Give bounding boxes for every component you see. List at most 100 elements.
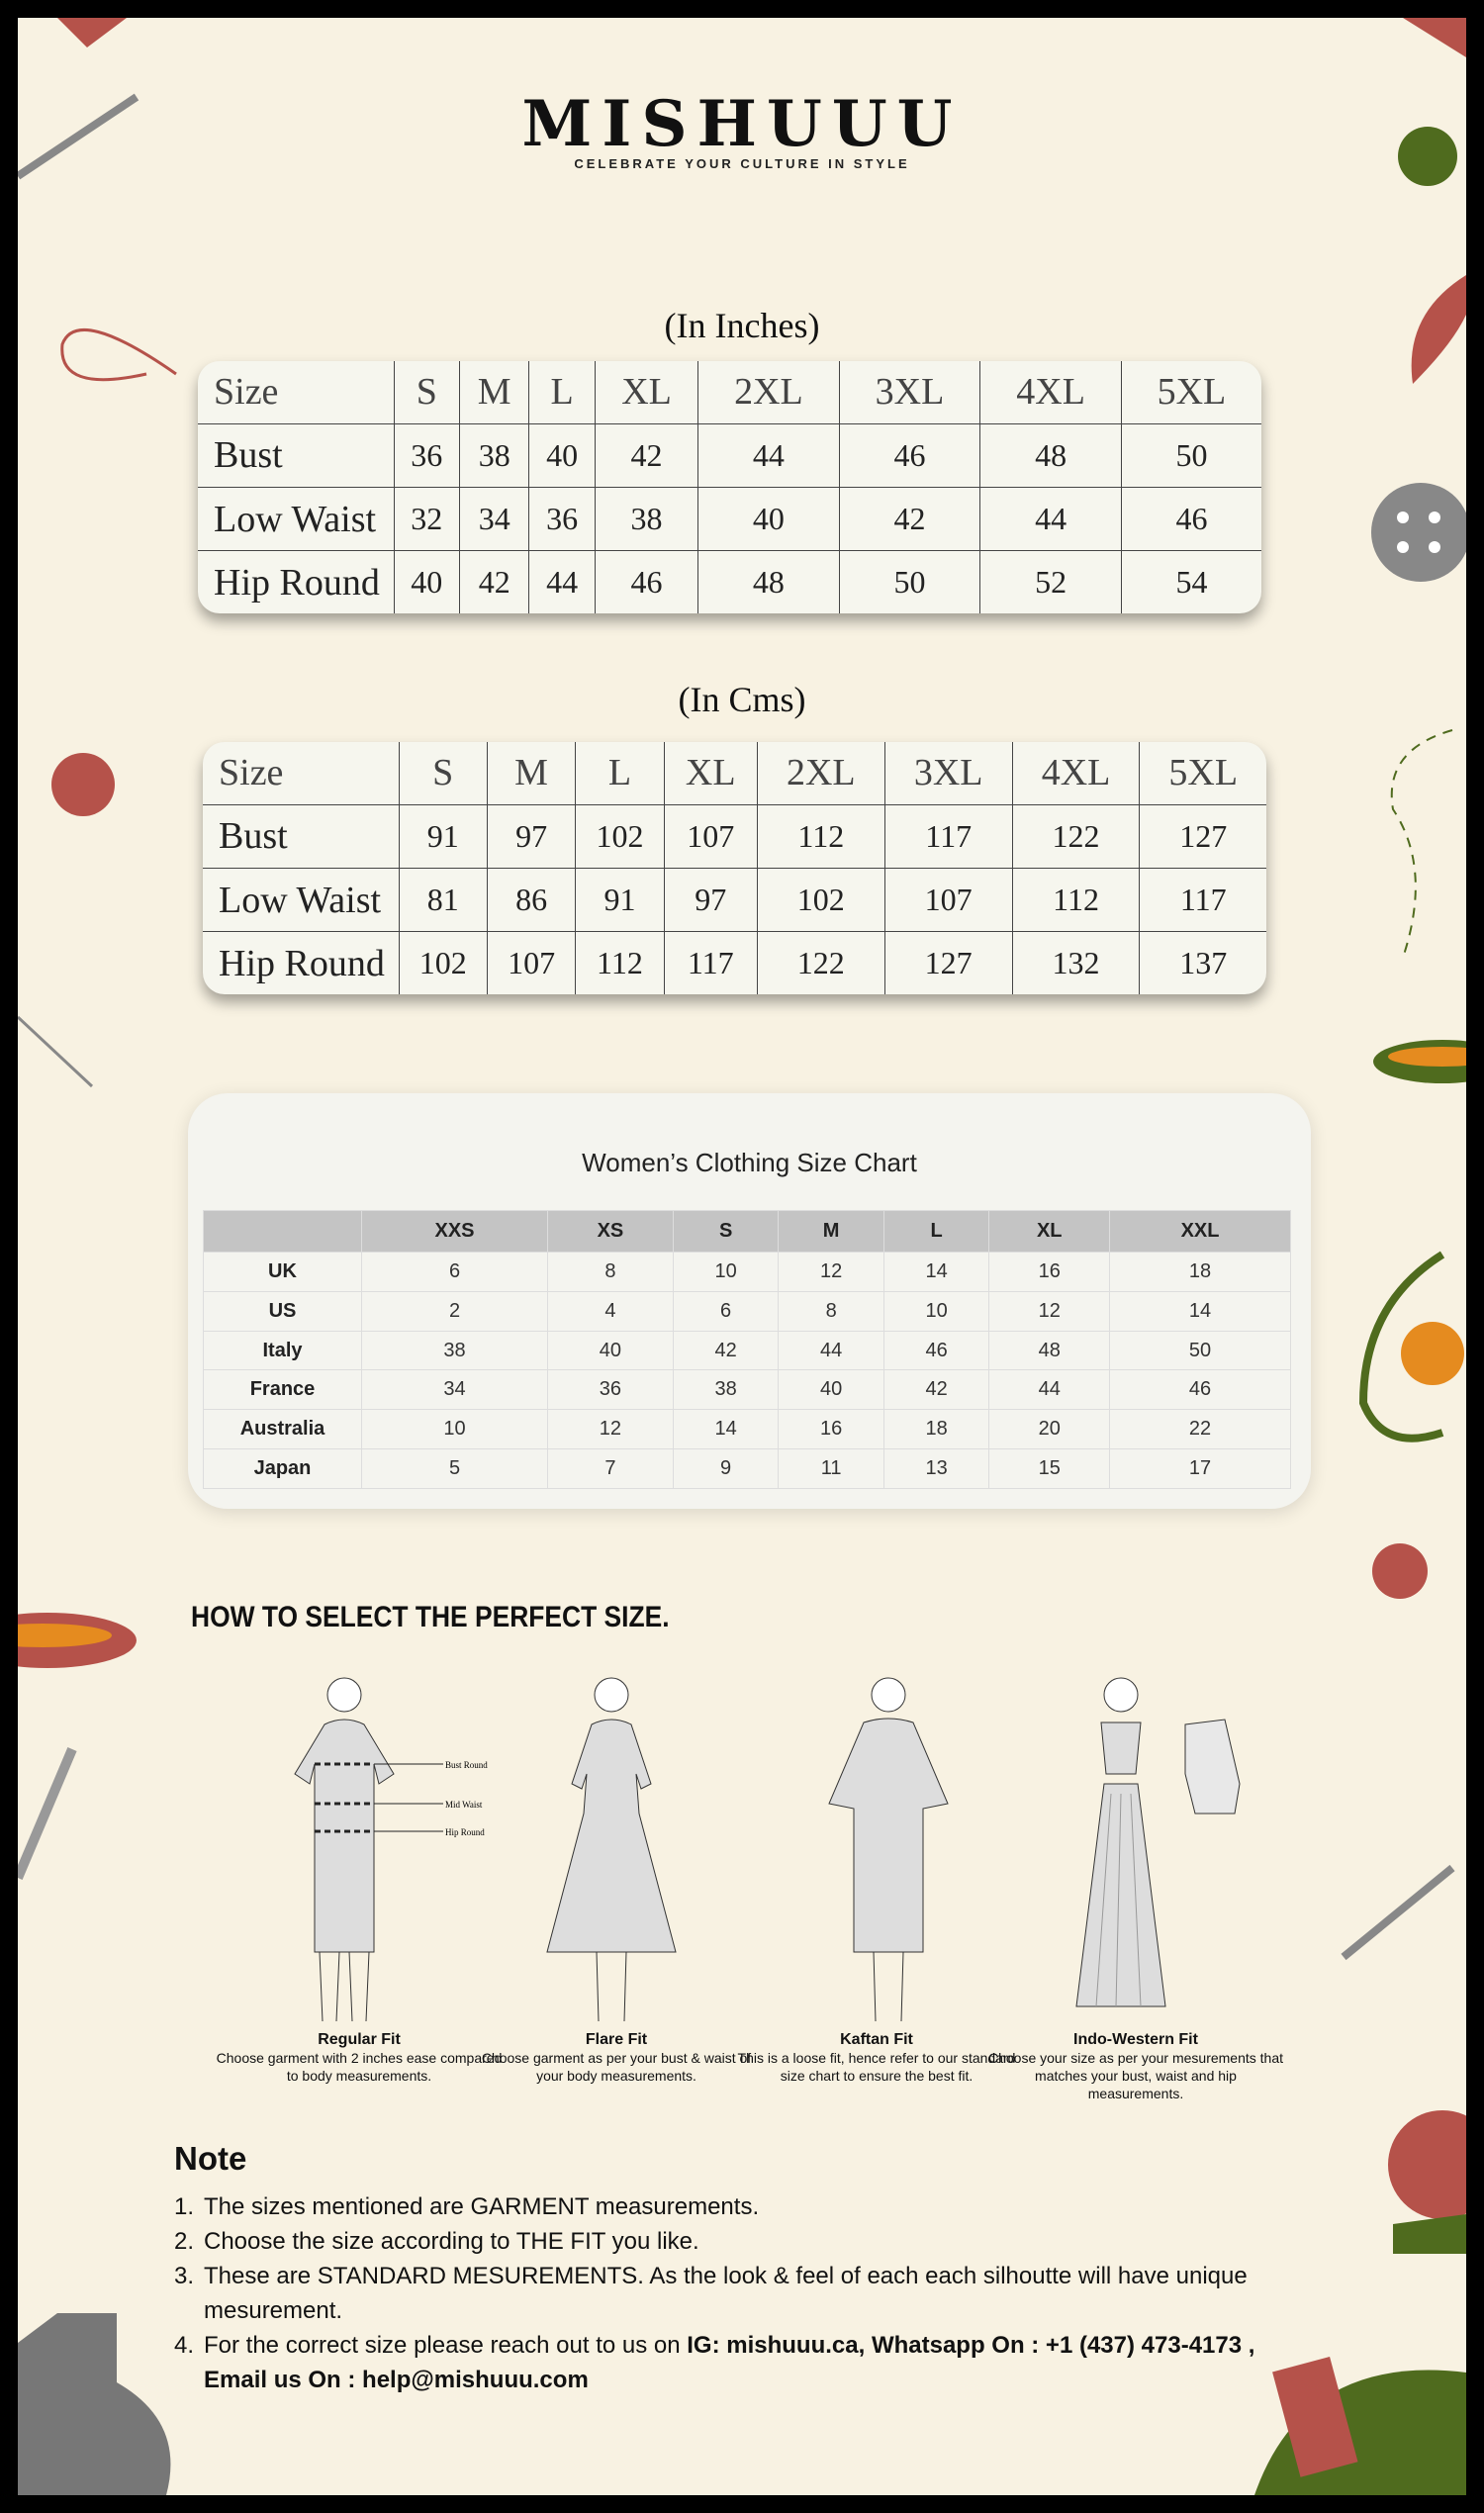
table-cell: 40 <box>547 1330 674 1371</box>
safety-pin-icon <box>1341 1864 1455 1961</box>
table-cell: 107 <box>663 803 758 869</box>
red-leaf-icon <box>1411 275 1466 384</box>
table-cell: 122 <box>1011 803 1141 869</box>
table-cell: 102 <box>756 867 885 933</box>
table-cell: 112 <box>756 803 885 869</box>
table-cell: 86 <box>486 867 577 933</box>
green-dot-icon <box>1398 127 1457 186</box>
table-row: Japan 5 7 9 11 13 15 17 <box>203 1448 1291 1489</box>
row-label: Hip Round <box>203 931 400 994</box>
table-cell: 36 <box>393 422 461 488</box>
thread-spool-icon <box>1272 2356 1358 2477</box>
table-cell: 46 <box>1109 1369 1291 1411</box>
table-cell: 4XL <box>979 361 1122 424</box>
table-cell: 40 <box>393 550 461 613</box>
fit-caption-indo-western: Indo-Western Fit Choose your size as per … <box>987 2031 1284 2101</box>
table-cell: 127 <box>1139 803 1266 869</box>
table-cell: XL <box>594 361 699 424</box>
table-cell: 5XL <box>1120 361 1261 424</box>
table-cell: 91 <box>398 803 488 869</box>
row-label: UK <box>203 1252 362 1292</box>
mannequin-icon <box>18 2313 171 2495</box>
table-cell: 40 <box>697 486 840 552</box>
note-item: 2. Choose the size according to THE FIT y… <box>174 2228 699 2255</box>
table-cell: 3XL <box>838 361 981 424</box>
table-cell: 12 <box>988 1290 1111 1332</box>
fit-caption-kaftan: Kaftan Fit This is a loose fit, hence ref… <box>737 2031 1016 2084</box>
table-row: Low Waist 81 86 91 97 102 107 112 117 <box>203 867 1266 933</box>
table-cell: 12 <box>547 1409 674 1450</box>
table-cell: 97 <box>663 867 758 933</box>
table-cell: 54 <box>1120 550 1261 613</box>
inches-table: Size S M L XL 2XL 3XL 4XL 5XL Bust 36 38 40 42 44 46 48 5… <box>198 361 1261 613</box>
table-cell: 15 <box>988 1448 1111 1489</box>
indo-western-fit-figure <box>1075 1677 1241 2007</box>
table-cell: 6 <box>361 1252 548 1292</box>
cms-table: Size S M L XL 2XL 3XL 4XL 5XL Bust 91 97 102 107 112 11… <box>203 742 1266 994</box>
table-cell: 42 <box>838 486 981 552</box>
fit-caption-flare: Flare Fit Choose garment as per your bust… <box>481 2031 752 2084</box>
table-cell: XXS <box>361 1210 548 1253</box>
table-cell: 122 <box>756 931 885 994</box>
table-cell: XS <box>547 1210 674 1253</box>
table-cell: 5 <box>361 1448 548 1489</box>
table-row: Italy 38 40 42 44 46 48 50 <box>203 1330 1291 1371</box>
orange-fruit-icon <box>1401 1322 1464 1385</box>
table-cell: 107 <box>883 867 1013 933</box>
table-cell: 48 <box>979 422 1122 488</box>
table-cell: 38 <box>459 422 530 488</box>
table-cell: 42 <box>594 422 699 488</box>
table-cell: 14 <box>672 1409 780 1450</box>
womens-size-table: XXS XS S M L XL XXL UK 6 8 10 12 14 16 18 US 2 4 6 8 10 12 14 I… <box>203 1210 1291 1489</box>
table-cell: 52 <box>979 550 1122 613</box>
table-cell: 7 <box>547 1448 674 1489</box>
table-cell: 112 <box>575 931 665 994</box>
row-label: Size <box>203 742 400 805</box>
cms-title: (In Cms) <box>678 680 806 719</box>
table-cell: 48 <box>697 550 840 613</box>
table-cell: 16 <box>778 1409 884 1450</box>
table-cell: L <box>528 361 596 424</box>
brand-tagline: CELEBRATE YOUR CULTURE IN STYLE <box>574 156 910 171</box>
table-cell: S <box>398 742 488 805</box>
row-label: Size <box>198 361 395 424</box>
table-cell: 44 <box>988 1369 1111 1411</box>
table-cell: 132 <box>1011 931 1141 994</box>
table-cell: M <box>778 1210 884 1253</box>
table-cell: 117 <box>1139 867 1266 933</box>
table-cell: XXL <box>1109 1210 1291 1253</box>
row-label: Low Waist <box>198 486 395 552</box>
table-cell: 44 <box>528 550 596 613</box>
table-cell: 91 <box>575 867 665 933</box>
header-row: Size S M L XL 2XL 3XL 4XL 5XL <box>198 361 1261 424</box>
table-cell: XL <box>663 742 758 805</box>
table-cell: L <box>575 742 665 805</box>
table-cell: 42 <box>672 1330 780 1371</box>
table-cell: L <box>882 1210 990 1253</box>
row-label: US <box>203 1290 362 1332</box>
red-dot-icon <box>51 753 115 816</box>
pincushion-icon <box>1388 2110 1466 2219</box>
table-cell: 3XL <box>883 742 1013 805</box>
table-cell: 50 <box>1120 422 1261 488</box>
table-cell: 44 <box>979 486 1122 552</box>
red-thread-corner <box>57 18 127 47</box>
row-label: France <box>203 1369 362 1411</box>
table-cell: 38 <box>672 1369 780 1411</box>
note-item: 3. These are STANDARD MESUREMENTS. As the… <box>174 2263 1248 2324</box>
table-cell: 46 <box>594 550 699 613</box>
table-cell: 20 <box>988 1409 1111 1450</box>
table-cell: 117 <box>883 803 1013 869</box>
table-cell: 50 <box>838 550 981 613</box>
hip-round-label: Hip Round <box>445 1827 485 1837</box>
fit-caption-regular: Regular Fit Choose garment with 2 inches … <box>216 2031 503 2084</box>
header-row: Size S M L XL 2XL 3XL 4XL 5XL <box>203 742 1266 805</box>
needle-icon <box>18 93 139 180</box>
row-label: Bust <box>198 422 395 488</box>
red-dot-icon <box>1372 1543 1428 1599</box>
table-cell: 40 <box>528 422 596 488</box>
table-cell: 48 <box>988 1330 1111 1371</box>
how-to-heading: HOW TO SELECT THE PERFECT SIZE. <box>191 1601 670 1633</box>
needle-icon <box>18 1015 94 1088</box>
table-cell: 8 <box>547 1252 674 1292</box>
